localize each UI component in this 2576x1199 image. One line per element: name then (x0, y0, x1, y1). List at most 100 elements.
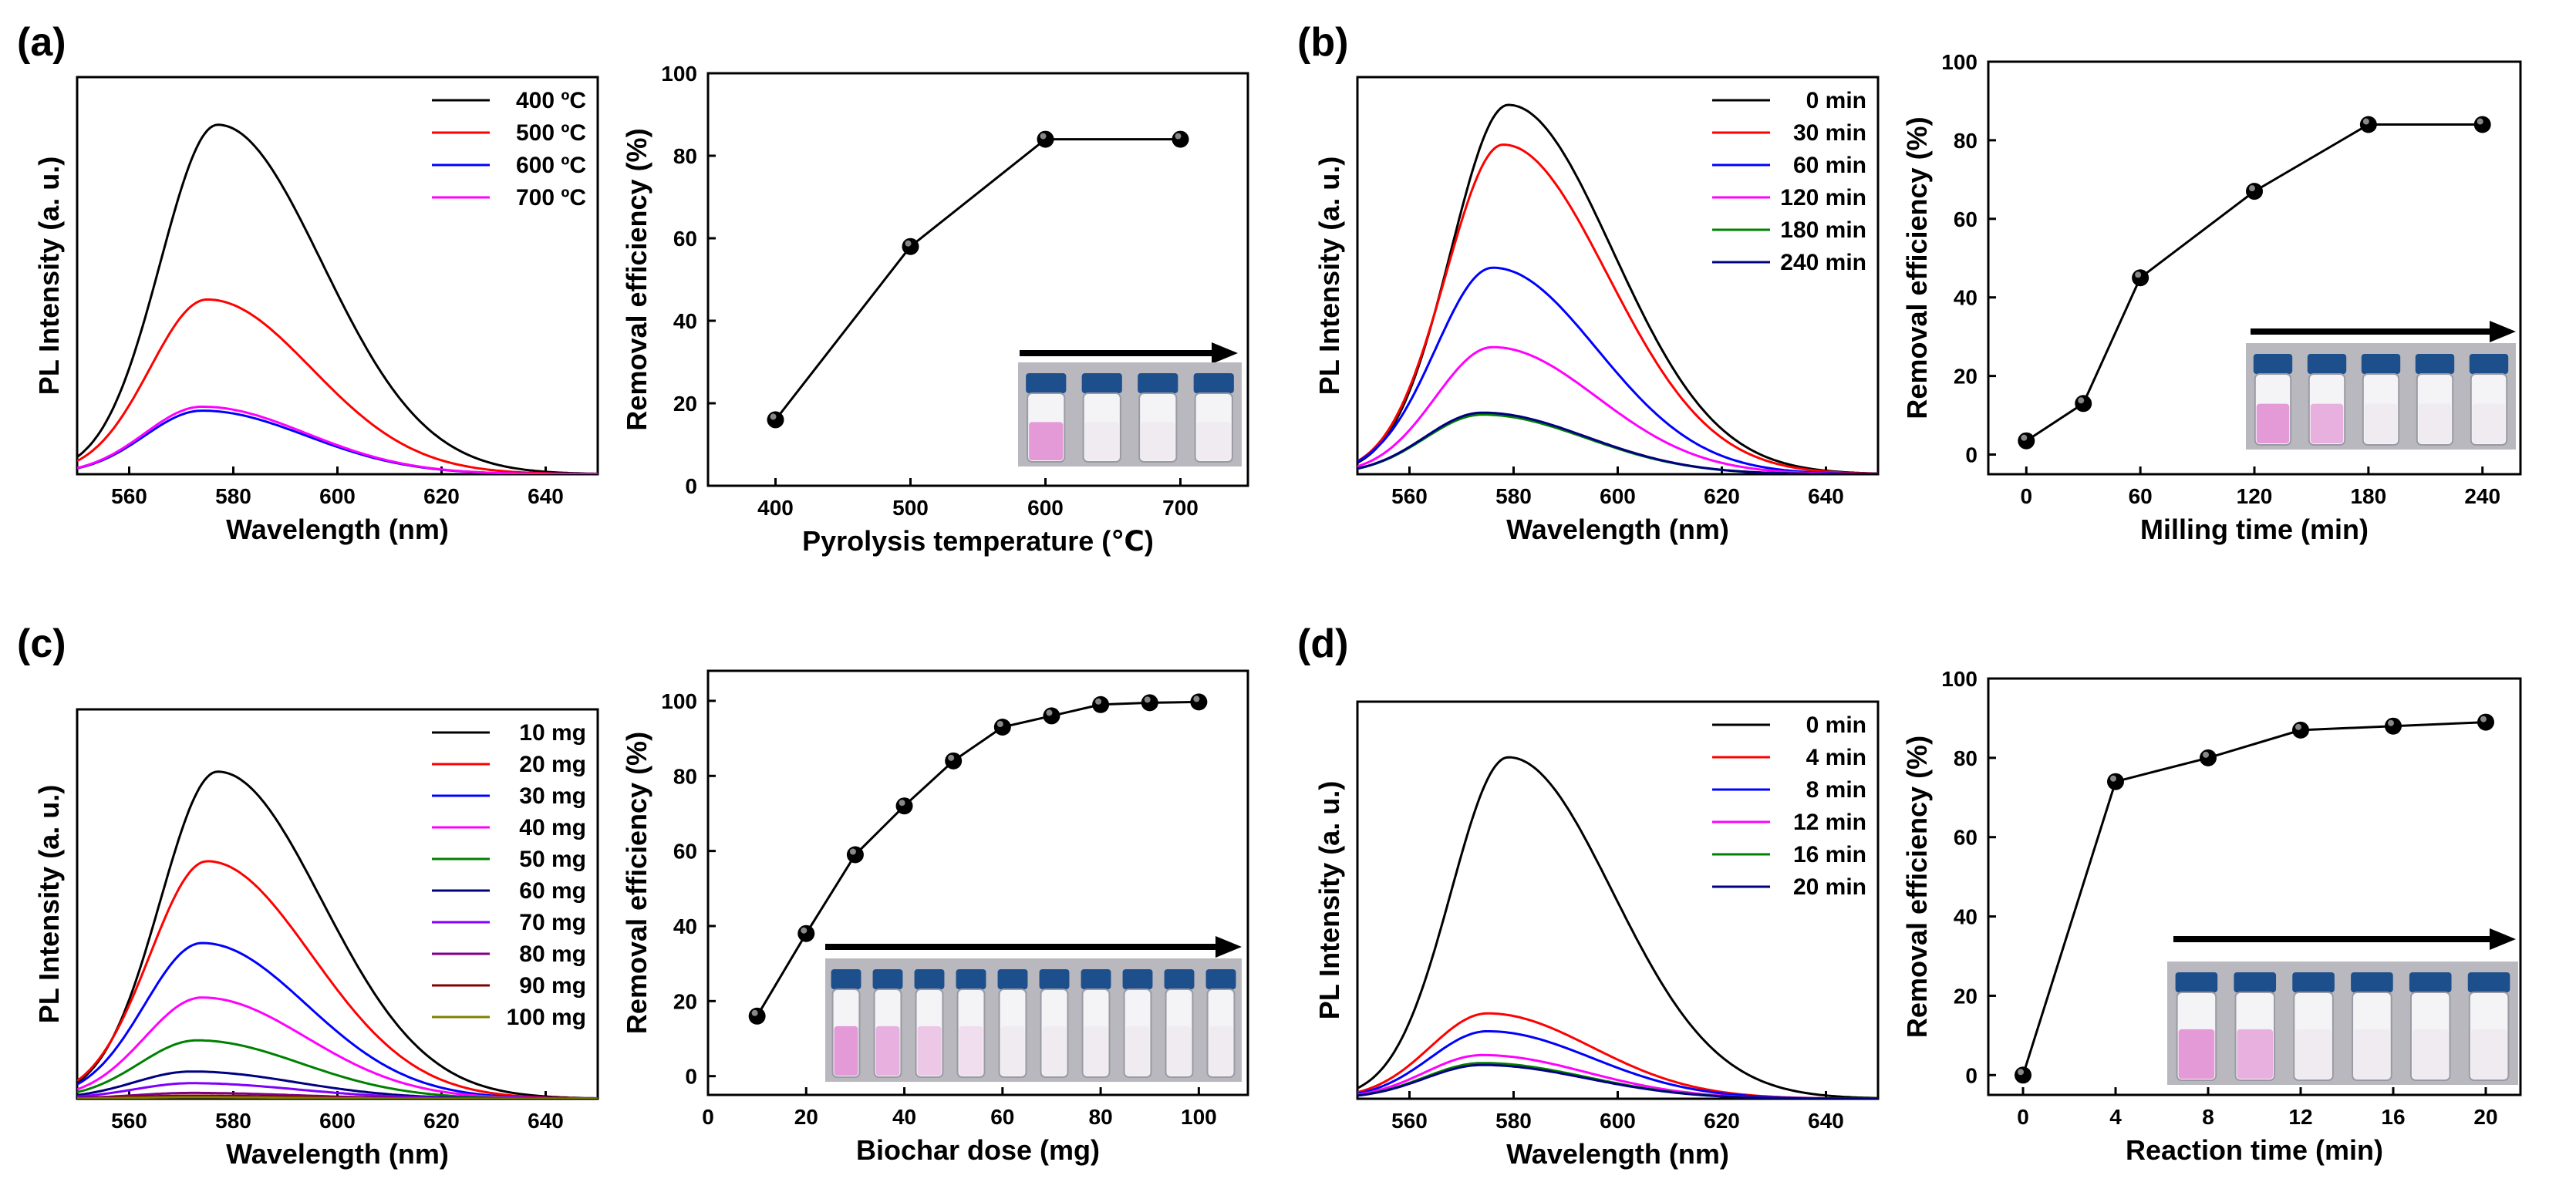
legend-label-1: 4 min (1806, 745, 1866, 770)
vial-2 (1138, 373, 1178, 463)
series-line-0 (1357, 756, 1878, 1099)
legend-label-1: 30 min (1793, 120, 1866, 146)
vial-1 (1081, 373, 1122, 463)
data-point-0 (748, 1007, 766, 1025)
vial-liquid (2472, 403, 2506, 443)
series-line-4 (1357, 413, 1878, 474)
vial-cap (1164, 969, 1195, 989)
vial-5 (2467, 972, 2510, 1081)
x-tick-label: 640 (528, 484, 564, 508)
data-point-highlight (1095, 698, 1102, 705)
vial-8 (1164, 969, 1195, 1078)
series-line-9 (77, 1096, 598, 1099)
x-tick-label: 20 (794, 1105, 818, 1129)
efficiency-line (774, 138, 1181, 421)
vial-cap (2253, 354, 2293, 374)
trend-arrow-head (2490, 321, 2516, 342)
vial-liquid (1167, 1026, 1192, 1076)
x-tick-label: 640 (528, 1109, 564, 1133)
legend-label-1: 500 ºC (516, 120, 586, 146)
data-point-highlight (1040, 133, 1047, 140)
legend-label-0: 0 min (1806, 712, 1866, 738)
vial-liquid (1209, 1026, 1233, 1076)
vial-cap (914, 969, 945, 989)
y-axis-label: PL Intensity (a. u.) (33, 785, 65, 1023)
data-point-8 (1141, 694, 1158, 712)
data-point-0 (2015, 1066, 2031, 1084)
data-point-highlight (948, 754, 955, 761)
vial-liquid (959, 1026, 983, 1076)
y-tick-label: 100 (1941, 667, 1978, 691)
y-tick-label: 60 (673, 227, 697, 251)
series-line-3 (1357, 345, 1878, 474)
vial-cap (2361, 354, 2401, 374)
vial-liquid (1196, 422, 1231, 460)
data-point-7 (1092, 695, 1110, 713)
removal-efficiency-chart-a-re: 400 500 600 700 0 20 40 60 80 100 Pyrolysis temper… (621, 62, 1249, 557)
x-tick-label: 4 (2109, 1105, 2122, 1129)
y-axis-label: Removal efficiency (%) (621, 128, 652, 430)
data-point-3 (2246, 183, 2263, 200)
legend-label-0: 400 ºC (516, 88, 586, 113)
data-point-6 (1043, 707, 1060, 725)
vial-liquid (917, 1026, 942, 1076)
vial-liquid (2418, 403, 2452, 443)
vial-0 (831, 969, 861, 1078)
pl-spectrum-chart-b-pl: 560 580 600 620 640 Wavelength (nm) PL Intensi… (1313, 76, 1880, 545)
y-tick-label: 80 (673, 144, 697, 168)
vial-liquid (1084, 422, 1119, 460)
data-point-2 (2132, 269, 2149, 287)
vial-liquid (2364, 403, 2398, 443)
x-tick-label: 120 (2237, 484, 2273, 508)
data-point-4 (945, 752, 963, 770)
x-axis-label: Wavelength (nm) (226, 1138, 449, 1170)
efficiency-line (2021, 721, 2487, 1076)
vial-cap (1081, 373, 1122, 393)
vial-2 (2292, 972, 2335, 1081)
removal-efficiency-chart-c-re: 0 20 40 60 80 100 0 20 40 60 80 100 Biochar dose (mg… (621, 669, 1249, 1166)
x-tick-label: 60 (990, 1105, 1014, 1129)
data-point-highlight (2078, 397, 2085, 404)
data-point-highlight (2021, 434, 2028, 441)
data-point-4 (2359, 116, 2377, 133)
legend-label-5: 60 mg (519, 878, 586, 904)
series-line-1 (1357, 1012, 1878, 1099)
x-tick-label: 240 (2464, 484, 2500, 508)
legend-label-4: 16 min (1793, 842, 1866, 867)
legend-label-2: 30 mg (519, 783, 586, 809)
vial-liquid (2412, 1029, 2449, 1079)
x-tick-label: 0 (702, 1105, 714, 1129)
legend-label-2: 60 min (1793, 153, 1866, 178)
legend-label-3: 700 ºC (516, 185, 586, 210)
x-tick-label: 580 (1495, 484, 1532, 508)
y-tick-label: 80 (1954, 746, 1978, 770)
data-point-5 (993, 719, 1011, 736)
data-point-highlight (2295, 723, 2301, 730)
y-tick-label: 20 (673, 392, 697, 416)
vial-3 (2351, 972, 2393, 1081)
y-tick-label: 60 (673, 840, 697, 864)
vial-3 (956, 969, 986, 1078)
x-tick-label: 560 (111, 484, 147, 508)
legend-label-6: 70 mg (519, 910, 586, 935)
efficiency-line (2025, 123, 2483, 442)
data-point-5 (2473, 116, 2491, 133)
series-line-5 (1357, 411, 1878, 474)
x-tick-label: 400 (757, 496, 794, 520)
data-point-2 (846, 846, 864, 864)
y-tick-label: 20 (1954, 984, 1978, 1008)
y-tick-label: 0 (1965, 443, 1978, 467)
vial-photo (2246, 343, 2516, 450)
series-line-5 (1357, 1063, 1878, 1099)
y-tick-label: 40 (1954, 286, 1978, 310)
y-axis-label: PL Intensity (a. u.) (1313, 157, 1345, 395)
y-axis-label: Removal efficiency (%) (621, 732, 652, 1034)
data-point-highlight (2477, 118, 2483, 125)
vial-1 (2234, 972, 2277, 1081)
removal-efficiency-chart-d-re: 0 4 8 12 16 20 0 20 40 60 80 100 Reaction time (min)… (1901, 667, 2522, 1166)
vial-liquid (2256, 403, 2290, 443)
legend-label-7: 80 mg (519, 941, 586, 967)
data-point-highlight (2110, 775, 2116, 782)
panel-label-b: (b) (1297, 20, 1348, 65)
